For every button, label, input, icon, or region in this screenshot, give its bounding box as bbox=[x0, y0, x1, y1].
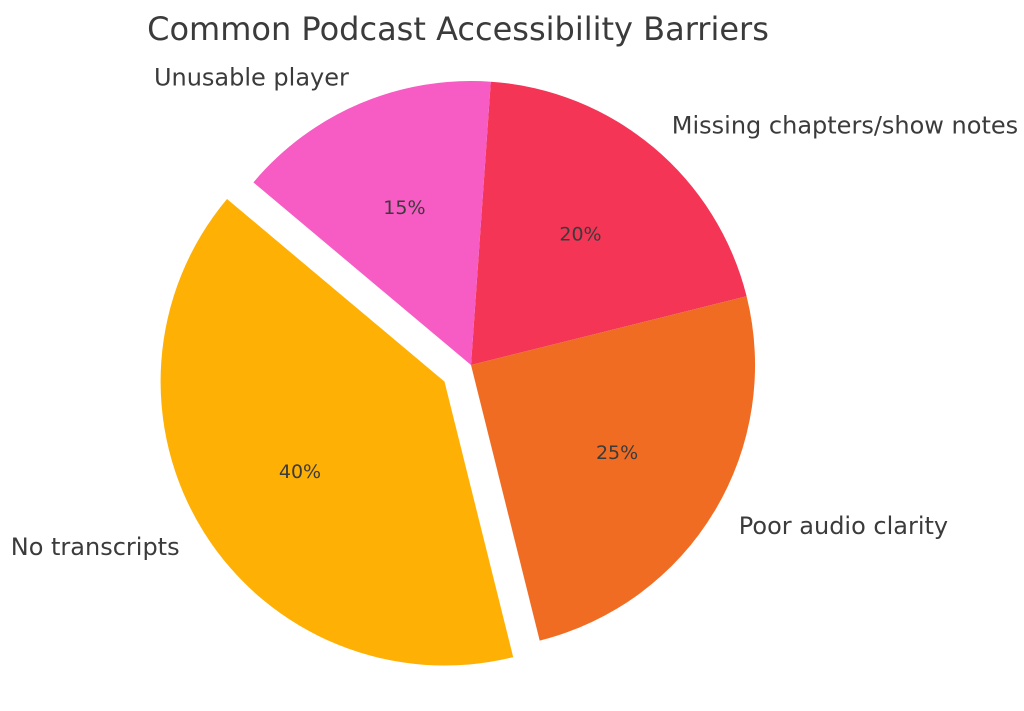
pie-slices bbox=[160, 81, 756, 666]
pie-slice-unusable-player bbox=[253, 81, 491, 365]
slice-label-poor-audio-clarity: Poor audio clarity bbox=[739, 512, 948, 540]
pie-slice-missing-chapters-show-notes bbox=[471, 81, 747, 365]
pct-label-poor-audio-clarity: 25% bbox=[596, 442, 638, 464]
pct-label-missing-chapters-show-notes: 20% bbox=[559, 224, 601, 246]
pct-label-unusable-player: 15% bbox=[383, 197, 425, 219]
slice-label-missing-chapters-show-notes: Missing chapters/show notes bbox=[672, 112, 1018, 140]
pie-slice-no-transcripts bbox=[160, 199, 514, 666]
pie-labels: 20% Missing chapters/show notes 25% Poor au… bbox=[11, 63, 1018, 561]
pie-slice-poor-audio-clarity bbox=[471, 296, 756, 641]
slice-label-no-transcripts: No transcripts bbox=[11, 533, 180, 561]
chart-title: Common Podcast Accessibility Barriers bbox=[147, 10, 769, 48]
pct-label-no-transcripts: 40% bbox=[279, 461, 321, 483]
slice-label-unusable-player: Unusable player bbox=[154, 63, 349, 91]
